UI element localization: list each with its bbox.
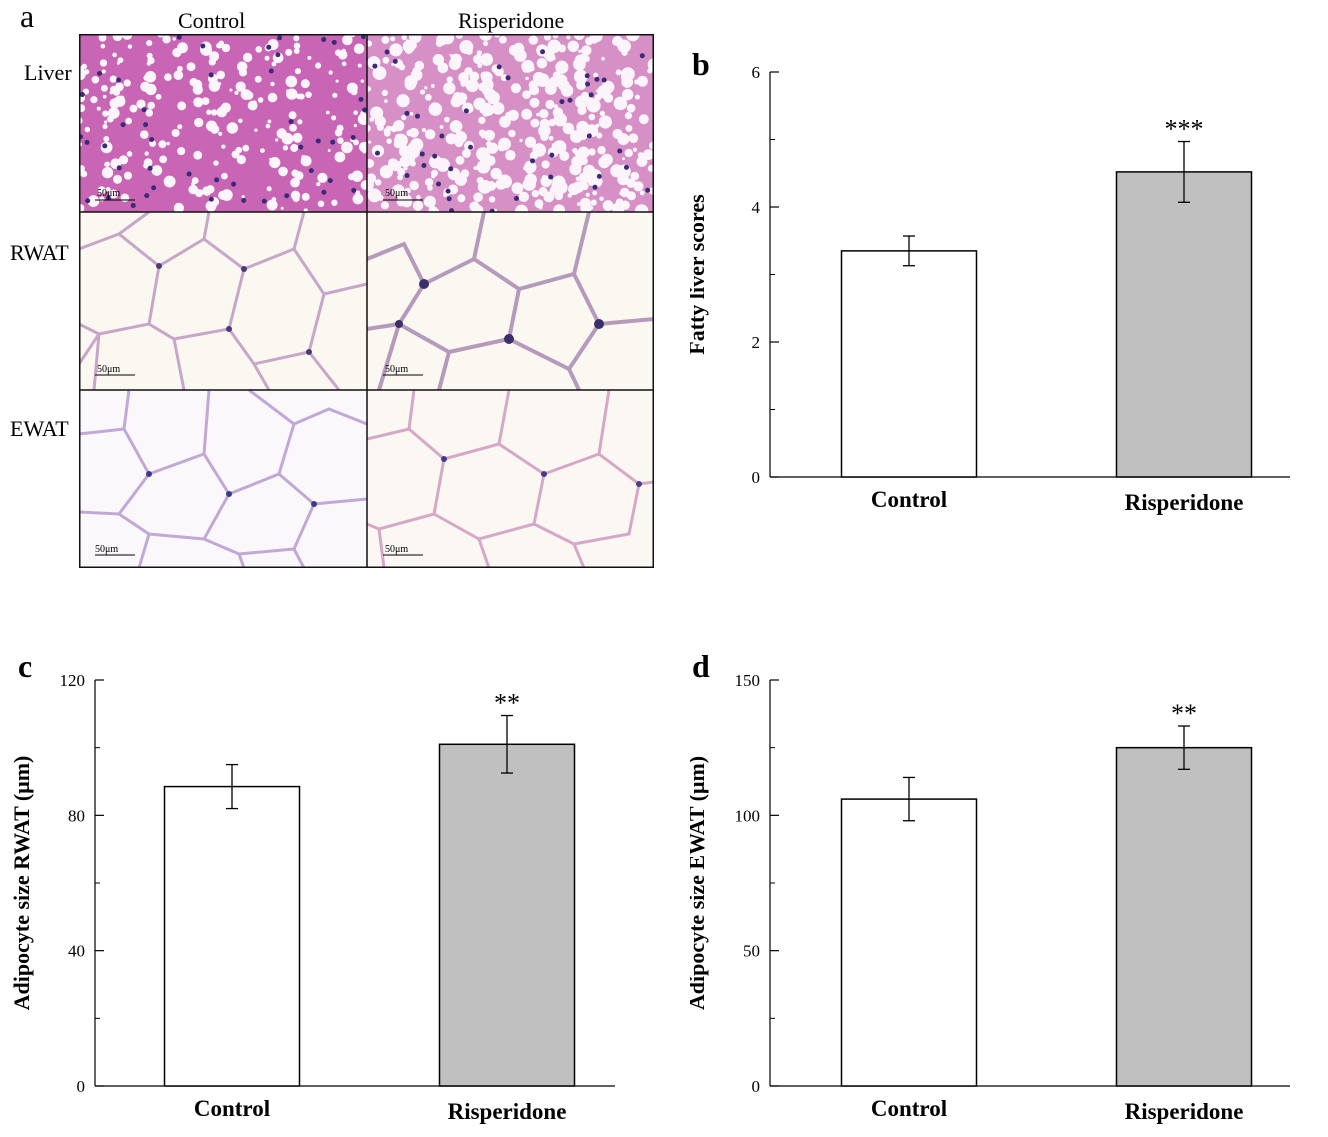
scale-bar-label-rwat-control: 50μm — [97, 364, 120, 375]
ewat-risperidone-image: 50μm — [366, 389, 654, 568]
rwat-risperidone-image: 50μm — [366, 211, 654, 391]
histology-image-grid: 50μm 50μm 50μm — [79, 34, 654, 568]
panel-letter-d: d — [692, 648, 710, 684]
liver-control-image — [79, 34, 367, 212]
histology-row-label-ewat: EWAT — [10, 416, 69, 441]
histology-row-label-rwat: RWAT — [10, 240, 69, 265]
liver-risperidone-image — [367, 34, 654, 212]
bar-risperidone — [438, 743, 576, 1087]
bar-risperidone — [1115, 171, 1253, 478]
y-tick-label: 100 — [735, 806, 761, 825]
scale-bar-label-ewat-control: 50μm — [95, 544, 118, 555]
x-category-label: Control — [871, 1096, 947, 1121]
y-tick-label: 120 — [60, 671, 86, 690]
histology-column-label-risperidone: Risperidone — [458, 8, 565, 33]
y-tick-label: 4 — [752, 198, 761, 217]
bar-control — [163, 785, 301, 1087]
panel-letter-c: c — [18, 648, 33, 684]
panel-letter-a: a — [20, 0, 35, 34]
chart-c-adipocyte-size-rwat: 0 40 80 120 Control ** Risperidone Adipocyte si… — [9, 650, 640, 1132]
y-tick-label: 80 — [68, 806, 85, 825]
bar-risperidone — [1115, 746, 1253, 1087]
scale-bar-label-ewat-risperidone: 50μm — [385, 544, 408, 555]
scale-bar-label-liver-control: 50μm — [97, 188, 120, 199]
y-tick-label: 6 — [752, 63, 761, 82]
panel-letter-b: b — [692, 46, 710, 82]
y-tick-label: 150 — [735, 671, 761, 690]
bar-control — [840, 798, 978, 1087]
rwat-control-image: 50μm — [79, 210, 368, 391]
chart-c-svg: 0 40 80 120 Control ** Risperidone Adipocyte si… — [9, 671, 615, 1124]
histology-row-label-liver: Liver — [24, 60, 72, 85]
y-tick-label: 0 — [752, 468, 761, 487]
y-axis-label: Adipocyte size RWAT (μm) — [10, 756, 34, 1011]
y-tick-label: 40 — [68, 942, 85, 961]
scale-bar-label-liver-risperidone: 50μm — [385, 188, 408, 199]
x-category-label: Risperidone — [1125, 1099, 1244, 1124]
significance-marker: ** — [494, 689, 520, 718]
bar-control — [840, 250, 978, 478]
chart-d-svg: 0 50 100 150 Control ** Risperidone Adipocyte s… — [684, 671, 1290, 1124]
chart-b-svg: 0 2 4 6 Control *** Risperidone Fatty liver sco… — [684, 63, 1290, 515]
y-tick-label: 2 — [752, 333, 761, 352]
x-category-label: Control — [194, 1096, 270, 1121]
chart-b-fatty-liver-scores: 0 2 4 6 Control *** Risperidone Fatty liver sco… — [684, 40, 1320, 540]
significance-marker: *** — [1165, 115, 1204, 144]
y-tick-label: 50 — [743, 942, 760, 961]
chart-d-adipocyte-size-ewat: 0 50 100 150 Control ** Risperidone Adipocyte s… — [684, 650, 1320, 1132]
x-category-label: Risperidone — [448, 1099, 567, 1124]
y-axis-label: Adipocyte size EWAT (μm) — [690, 756, 709, 1010]
scale-bar-label-rwat-risperidone: 50μm — [385, 364, 408, 375]
y-tick-label: 0 — [752, 1077, 761, 1096]
significance-marker: ** — [1171, 699, 1197, 728]
histology-column-label-control: Control — [178, 8, 246, 33]
x-category-label: Control — [871, 487, 947, 512]
x-category-label: Risperidone — [1125, 490, 1244, 515]
ewat-control-image: 50μm — [79, 388, 368, 568]
y-tick-label: 0 — [77, 1077, 86, 1096]
y-axis-label: Fatty liver scores — [690, 194, 709, 355]
